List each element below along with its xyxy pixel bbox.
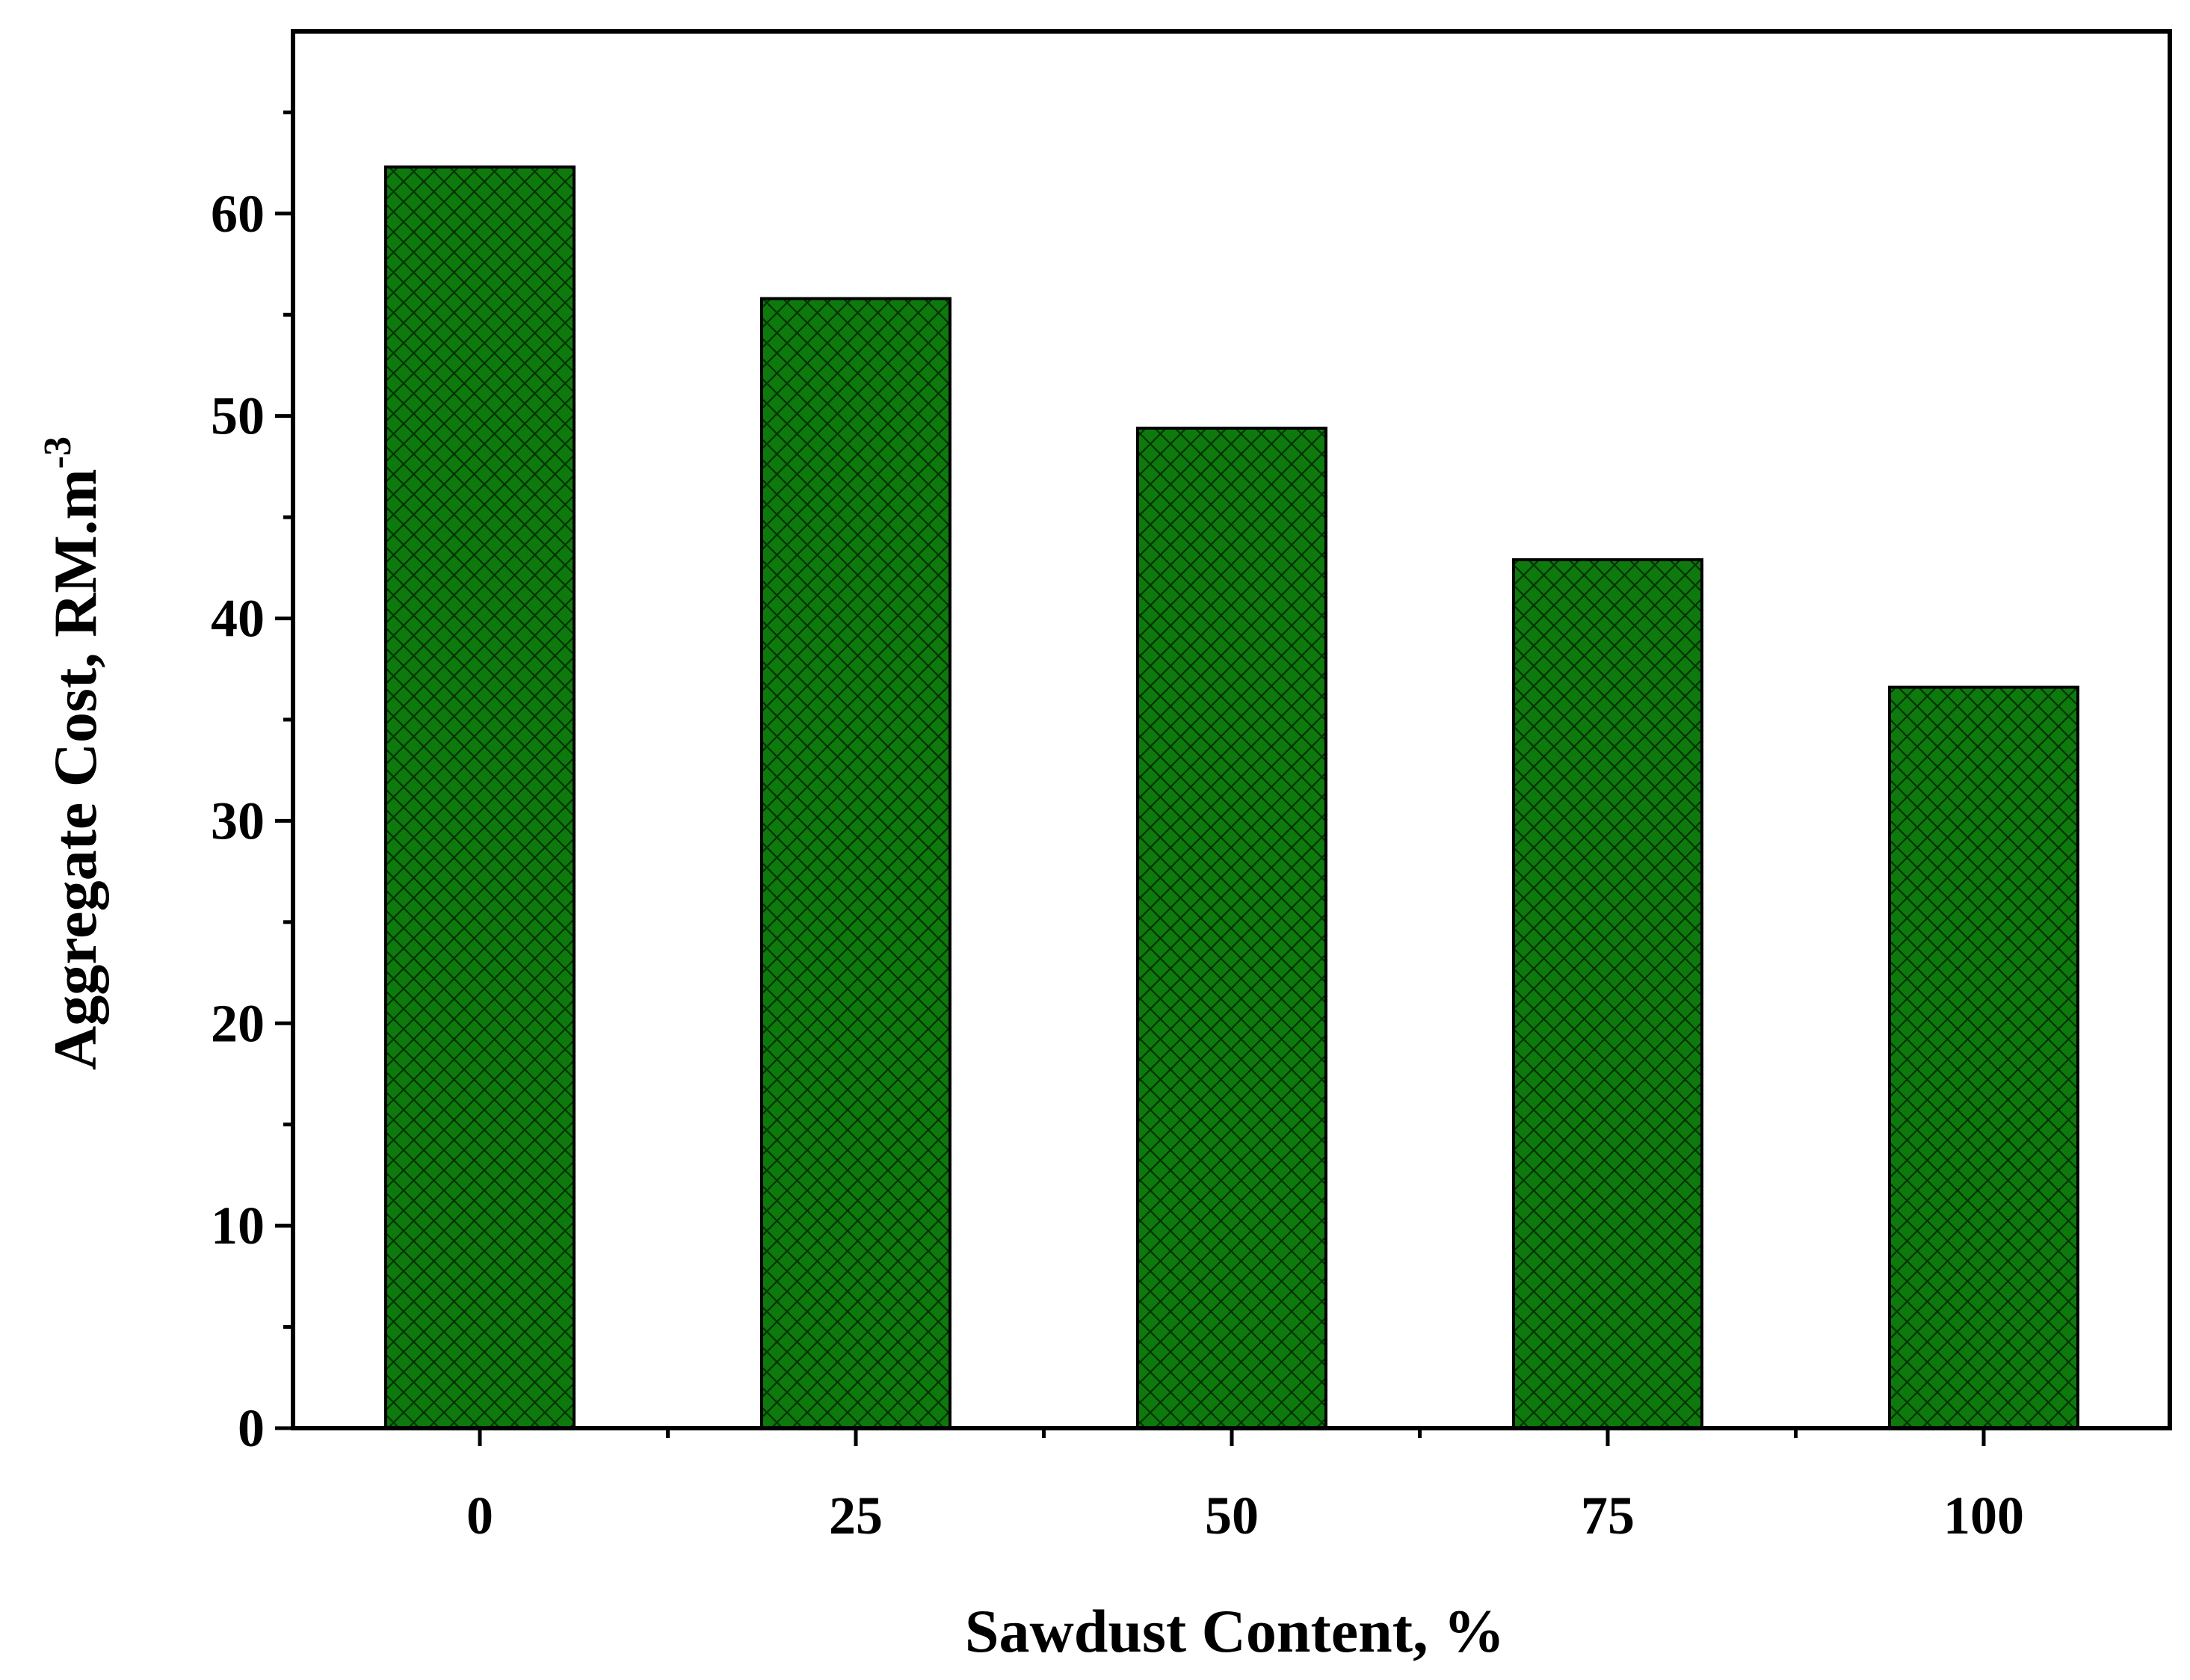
y-axis-title-superscript: -3 <box>37 436 79 469</box>
bars <box>384 165 2079 1430</box>
y-tick-label: 10 <box>211 1196 265 1256</box>
x-axis-title: Sawdust Content, % <box>965 1597 1505 1665</box>
bar-75 <box>1512 558 1703 1430</box>
x-tick-label: 75 <box>1581 1486 1635 1545</box>
y-tick-label: 40 <box>211 589 265 649</box>
y-tick-label: 0 <box>238 1398 265 1458</box>
x-tick-label: 25 <box>829 1486 883 1545</box>
bar-0 <box>384 165 576 1430</box>
bar-25 <box>760 297 951 1430</box>
y-tick-label: 20 <box>211 993 265 1053</box>
x-tick-label: 0 <box>466 1486 493 1545</box>
x-tick-label: 50 <box>1205 1486 1259 1545</box>
x-tick-label: 100 <box>1943 1486 2024 1545</box>
bar-100 <box>1888 685 2079 1430</box>
y-axis-title-main: Aggregate Cost, RM.m <box>41 469 109 1070</box>
y-tick-label: 60 <box>211 184 265 244</box>
y-tick-label: 50 <box>211 386 265 446</box>
axes: 0 10 20 30 40 50 60 0 25 50 75 100 <box>211 29 2172 1545</box>
bar-50 <box>1136 426 1327 1430</box>
y-tick-label: 30 <box>211 791 265 850</box>
y-axis-title: Aggregate Cost, RM.m-3 <box>37 436 109 1070</box>
